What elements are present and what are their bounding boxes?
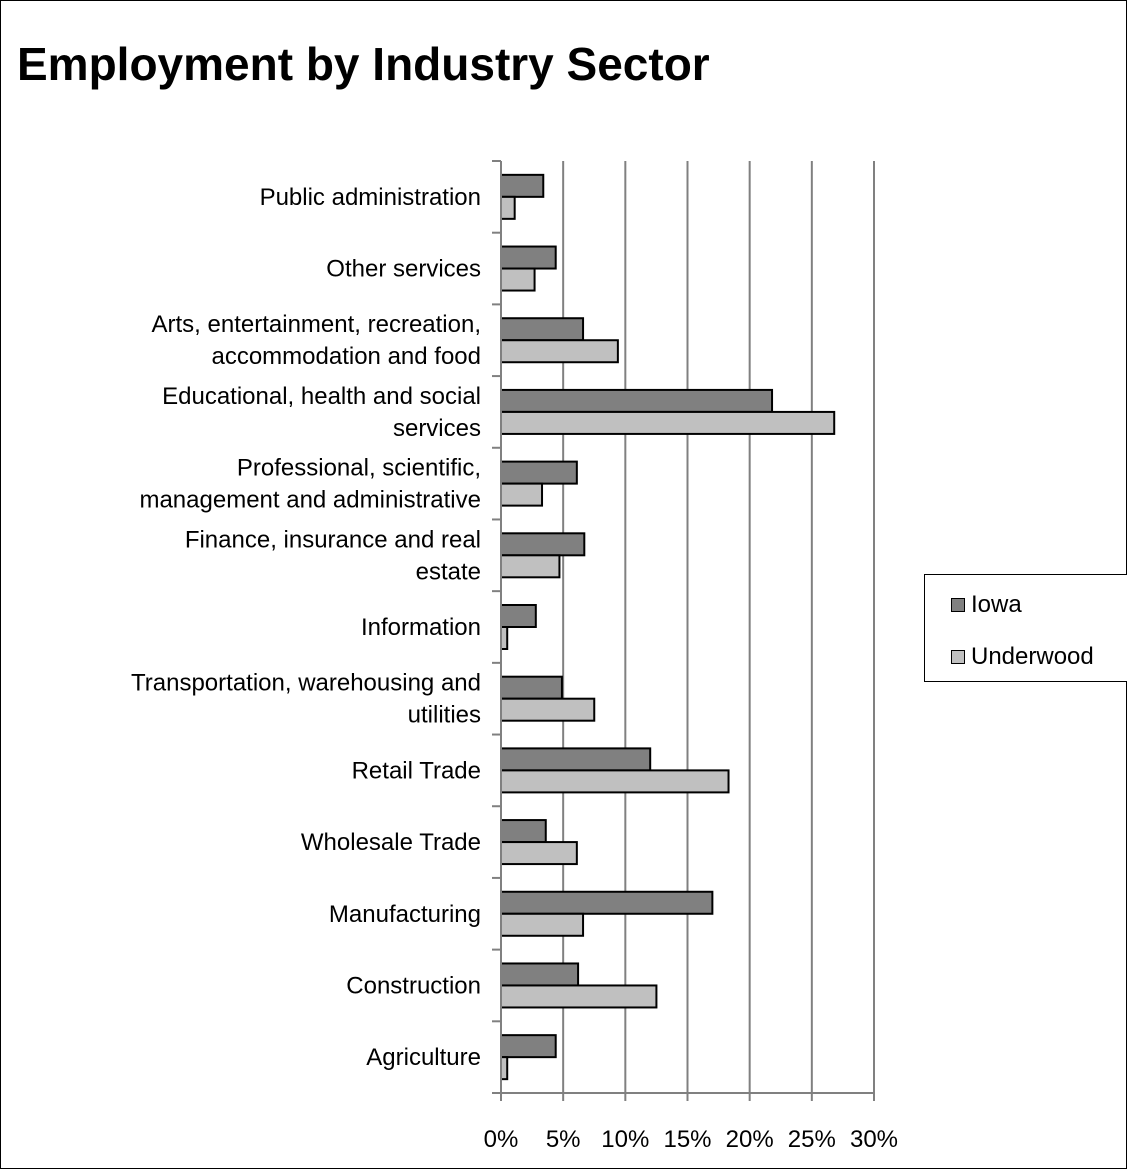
category-label: Manufacturing: [329, 901, 481, 928]
category-label: Public administration: [260, 184, 481, 211]
legend-swatch-underwood: [951, 650, 965, 664]
bars: [500, 173, 836, 1081]
bar-iowa-4: [500, 460, 578, 485]
category-label: Information: [361, 614, 481, 641]
category-label: management and administrative: [139, 487, 481, 514]
legend: Iowa Underwood: [924, 574, 1127, 682]
x-tick-labels: 0% 5% 10% 15% 20% 25% 30%: [484, 1126, 898, 1153]
category-label: Other services: [326, 256, 481, 283]
chart-title: Employment by Industry Sector: [17, 38, 710, 90]
legend-item-underwood: Underwood: [951, 643, 1094, 671]
bar-iowa-7: [500, 675, 563, 700]
x-tick-label: 5%: [546, 1126, 581, 1153]
category-label: Professional, scientific,: [237, 455, 481, 482]
bar-iowa-12: [500, 1034, 557, 1059]
bar-underwood-3: [500, 410, 836, 435]
bar-underwood-11: [500, 984, 658, 1009]
legend-swatch-iowa: [951, 598, 965, 612]
bar-iowa-10: [500, 890, 714, 915]
bar-iowa-11: [500, 962, 580, 987]
x-tick-label: 0%: [484, 1126, 519, 1153]
legend-label-iowa: Iowa: [971, 591, 1022, 618]
bar-underwood-9: [500, 841, 578, 866]
x-tick-label: 15%: [663, 1126, 711, 1153]
category-label: Arts, entertainment, recreation,: [152, 311, 481, 338]
bar-iowa-5: [500, 532, 586, 557]
axes: [492, 160, 875, 1101]
legend-label-underwood: Underwood: [971, 643, 1094, 670]
bar-underwood-0: [500, 195, 516, 220]
category-label: Retail Trade: [352, 757, 481, 784]
category-label: estate: [416, 558, 481, 585]
bar-underwood-1: [500, 267, 536, 292]
x-tick-label: 10%: [601, 1126, 649, 1153]
bar-underwood-7: [500, 697, 596, 722]
x-tick-label: 20%: [726, 1126, 774, 1153]
x-tick-label: 25%: [788, 1126, 836, 1153]
category-label: Construction: [346, 972, 481, 999]
bar-underwood-5: [500, 554, 561, 579]
category-labels: Public administration Other services Arts,…: [131, 184, 481, 1071]
bar-underwood-2: [500, 339, 619, 364]
category-label: Agriculture: [366, 1044, 481, 1071]
category-label: Transportation, warehousing and: [131, 670, 481, 697]
bar-underwood-10: [500, 912, 585, 937]
category-label: Wholesale Trade: [301, 829, 481, 856]
bar-iowa-8: [500, 747, 652, 772]
category-label: accommodation and food: [211, 343, 481, 370]
category-label: Finance, insurance and real: [185, 526, 481, 553]
category-label: services: [393, 415, 481, 442]
bar-underwood-4: [500, 482, 544, 507]
category-label: Educational, health and social: [162, 383, 481, 410]
legend-item-iowa: Iowa: [951, 591, 1022, 619]
x-tick-label: 30%: [850, 1126, 898, 1153]
bar-iowa-3: [500, 388, 774, 413]
bar-iowa-6: [500, 604, 537, 628]
category-label: utilities: [408, 702, 481, 729]
bar-iowa-1: [500, 245, 557, 270]
gridlines: [562, 161, 875, 1093]
bar-iowa-2: [500, 317, 585, 342]
bar-underwood-8: [500, 769, 730, 794]
bar-iowa-0: [500, 173, 545, 198]
bar-iowa-9: [500, 819, 547, 844]
